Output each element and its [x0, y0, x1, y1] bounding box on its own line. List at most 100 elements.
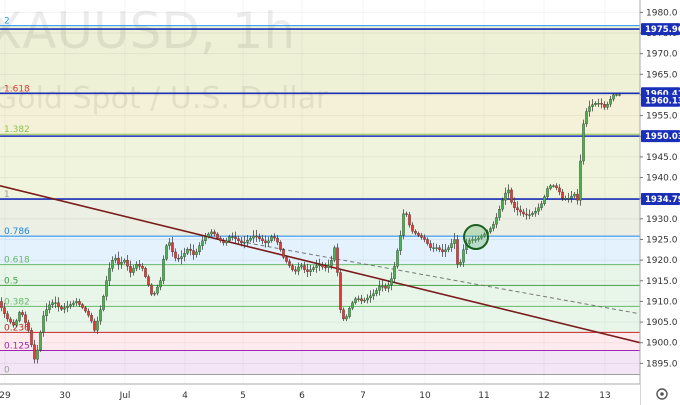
price-badge-text-1960.41: 1960.41 [645, 89, 680, 99]
candle-down [84, 307, 87, 312]
candle-up [63, 307, 66, 310]
candle-up [228, 236, 231, 242]
candle-up [183, 253, 186, 257]
candle-up [225, 240, 228, 244]
candle-up [15, 320, 18, 326]
time-tick-10: 10 [419, 391, 431, 401]
gear-icon-center [660, 392, 664, 396]
fib-label-1.618: 1.618 [4, 84, 30, 94]
time-tick-6: 6 [299, 391, 305, 401]
candle-up [471, 239, 474, 241]
gear-icon[interactable] [656, 388, 668, 400]
fib-zone-1.382 [0, 93, 640, 135]
candle-down [324, 266, 327, 269]
price-tick-1895: 1895.0 [646, 359, 678, 369]
candle-down [6, 313, 9, 320]
candle-down [522, 211, 525, 215]
candle-down [78, 301, 81, 305]
candle-down [171, 242, 174, 253]
candle-up [462, 249, 465, 263]
candle-down [525, 213, 528, 216]
trendlines[interactable] [0, 185, 641, 344]
candle-up [507, 189, 510, 194]
candle-up [540, 203, 543, 208]
candle-up [615, 94, 618, 96]
candle-down [339, 272, 342, 310]
candle-up [120, 262, 123, 265]
candle-up [162, 258, 165, 281]
candle-up [444, 249, 447, 253]
candle-down [441, 249, 444, 253]
candle-up [207, 233, 210, 237]
candle-down [30, 330, 33, 345]
fib-zone-0.786 [0, 199, 640, 237]
fib-label-0: 0 [4, 366, 10, 376]
candle-up [492, 224, 495, 229]
candle-up [333, 247, 336, 261]
candle-up [375, 290, 378, 294]
fib-zone-0.236 [0, 306, 640, 333]
candle-up [348, 308, 351, 317]
candle-up [534, 211, 537, 214]
candle-down [24, 314, 27, 323]
time-axis-background [0, 384, 640, 405]
candle-up [66, 305, 69, 308]
candle-up [102, 296, 105, 310]
time-tick-7: 7 [360, 391, 366, 401]
candle-down [360, 298, 363, 301]
candle-up [609, 98, 612, 105]
candle-down [12, 321, 15, 326]
candle-down [264, 240, 267, 244]
candle-up [387, 284, 390, 289]
settings-button[interactable] [656, 388, 668, 400]
annotation-marker[interactable] [463, 224, 489, 251]
candle-down [126, 259, 129, 267]
time-tick-11: 11 [478, 391, 489, 401]
candle-down [384, 286, 387, 289]
candle-up [54, 302, 57, 304]
candle-up [114, 257, 117, 261]
candle-up [549, 185, 552, 189]
candle-up [468, 240, 471, 244]
candle-down [420, 235, 423, 238]
candle-up [381, 286, 384, 288]
fib-label-0.618: 0.618 [4, 256, 30, 266]
price-tick-1905: 1905.0 [646, 318, 678, 328]
candle-down [81, 304, 84, 308]
candle-down [177, 257, 180, 260]
candle-up [588, 106, 591, 112]
price-tick-1925: 1925.0 [646, 235, 678, 245]
candle-down [438, 247, 441, 250]
candle-up [597, 103, 600, 105]
candle-up [159, 280, 162, 288]
circle-marker[interactable] [463, 224, 489, 251]
horizontal-lines[interactable] [0, 28, 640, 200]
price-badge-text-1934.79: 1934.79 [645, 195, 680, 205]
candle-down [414, 231, 417, 234]
time-tick-Jul: Jul [119, 391, 131, 401]
candle-down [282, 249, 285, 258]
watermark-description: Gold Spot / U.S. Dollar [0, 81, 329, 116]
candle-down [561, 191, 564, 199]
candle-up [459, 262, 462, 265]
candle-down [417, 233, 420, 236]
candle-up [552, 185, 555, 187]
candle-down [9, 318, 12, 323]
fib-label-0.5: 0.5 [4, 276, 18, 286]
candle-up [165, 245, 168, 260]
downtrend-line[interactable] [0, 185, 641, 344]
candle-down [33, 344, 36, 360]
candle-down [213, 231, 216, 235]
candle-down [600, 103, 603, 105]
candle-up [495, 217, 498, 225]
candle-down [21, 312, 24, 315]
dashed-trend-line[interactable] [239, 241, 641, 315]
watermark-symbol: XAUUSD, 1h [0, 2, 295, 60]
candles [0, 92, 621, 364]
time-tick-5: 5 [240, 391, 246, 401]
candle-down [129, 266, 132, 273]
candle-down [294, 269, 297, 272]
candle-down [291, 265, 294, 270]
